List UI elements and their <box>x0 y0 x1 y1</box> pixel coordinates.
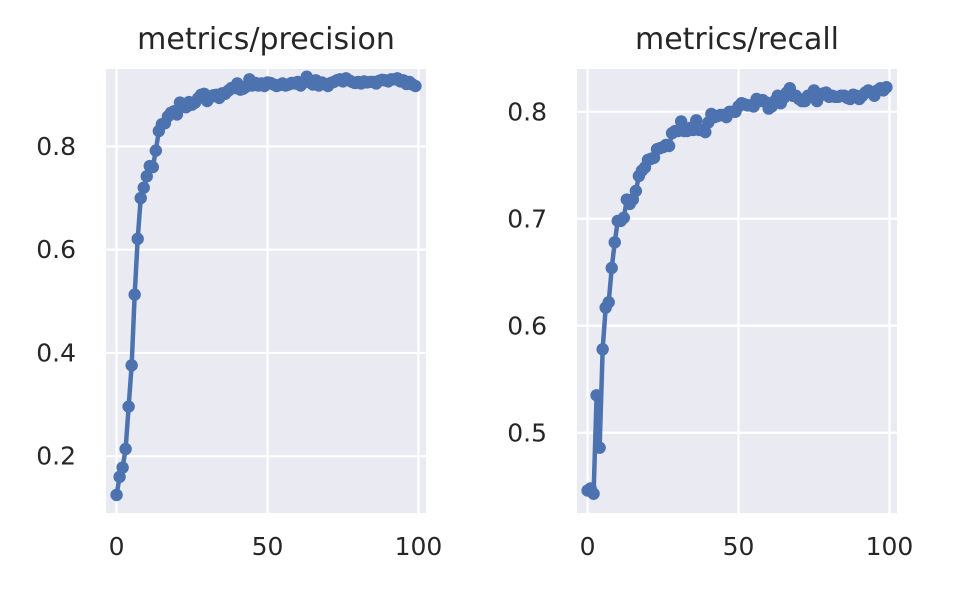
recall-data-point <box>605 261 618 275</box>
recall-y-tick-label: 0.7 <box>507 204 547 233</box>
precision-chart-title: metrics/precision <box>137 22 395 57</box>
precision-y-tick-label: 0.4 <box>36 338 76 367</box>
precision-data-point <box>110 488 123 502</box>
precision-data-point <box>122 400 135 413</box>
recall-data-point <box>617 211 630 224</box>
recall-data-point <box>596 343 609 356</box>
recall-data-point <box>674 115 688 128</box>
precision-y-tick-label: 0.6 <box>36 235 76 264</box>
precision-y-tick-label: 0.8 <box>36 132 76 161</box>
recall-x-tick-label: 0 <box>580 532 596 561</box>
recall-x-tick-label: 50 <box>723 532 755 561</box>
precision-data-point <box>128 288 141 301</box>
recall-data-point <box>662 139 676 153</box>
precision-plot-area <box>106 69 426 513</box>
precision-data-point <box>119 442 132 456</box>
recall-data-point <box>593 441 606 454</box>
recall-chart: metrics/recall 0 50 100 0.5 0.6 0.7 0.8 <box>507 22 913 561</box>
recall-data-point <box>602 296 615 309</box>
precision-data-point <box>125 359 138 372</box>
precision-y-tick-label: 0.2 <box>36 442 76 471</box>
recall-data-point <box>690 114 703 127</box>
recall-data-point <box>629 184 643 198</box>
recall-plot-area <box>577 69 897 513</box>
recall-y-tick-label: 0.5 <box>507 418 547 447</box>
precision-data-point <box>137 181 150 194</box>
recall-y-tick-label: 0.6 <box>507 311 547 340</box>
precision-x-tick-label: 0 <box>109 532 125 561</box>
recall-data-point <box>590 389 603 402</box>
recall-data-point <box>699 125 712 139</box>
recall-y-tick-label: 0.8 <box>507 97 547 126</box>
precision-x-tick-label: 100 <box>395 532 443 561</box>
precision-x-tick-label: 50 <box>252 532 284 561</box>
precision-data-point <box>146 160 159 174</box>
recall-data-point <box>587 487 600 500</box>
recall-data-point <box>608 236 621 249</box>
recall-chart-title: metrics/recall <box>635 22 839 57</box>
precision-data-point <box>134 191 147 205</box>
recall-x-tick-label: 100 <box>866 532 914 561</box>
precision-data-point <box>116 461 129 474</box>
precision-chart: metrics/precision 0 50 100 0.2 0.4 0.6 0.8 <box>36 22 442 561</box>
precision-data-point <box>140 170 153 183</box>
recall-data-point <box>880 80 893 94</box>
precision-data-point <box>409 79 422 93</box>
precision-data-point <box>131 232 144 246</box>
precision-data-point <box>149 144 163 157</box>
